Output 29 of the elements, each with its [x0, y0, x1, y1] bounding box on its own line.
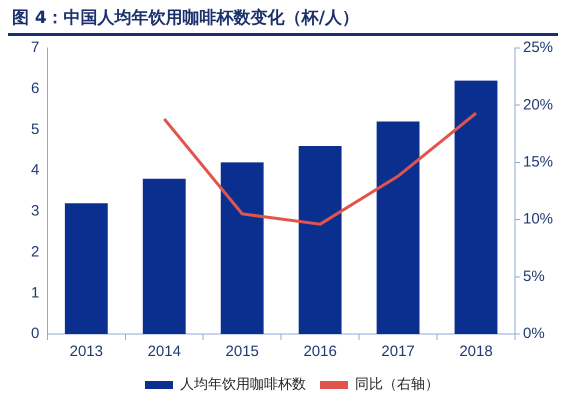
y-tick-label: 2 [31, 243, 40, 260]
y-tick-label: 5 [31, 120, 40, 138]
x-tick-label: 2017 [381, 343, 415, 360]
bar [142, 178, 186, 334]
y2-tick-label: 15% [522, 154, 554, 171]
y-tick-label: 6 [31, 80, 40, 97]
y2-tick-label: 5% [522, 268, 545, 285]
bar [454, 80, 498, 334]
y2-tick-label: 10% [522, 210, 554, 228]
x-tick-label: 2016 [303, 343, 337, 360]
chart-title: 图 4：中国人均年饮用咖啡杯数变化（杯/人） [8, 6, 558, 36]
legend-label: 人均年饮用咖啡杯数 [180, 376, 306, 393]
bar [298, 146, 342, 334]
legend-label: 同比（右轴） [355, 376, 439, 393]
bar [376, 122, 420, 334]
x-tick-label: 2014 [148, 343, 181, 360]
x-tick-label: 2013 [70, 343, 103, 360]
bar [220, 162, 264, 334]
x-tick-label: 2015 [226, 343, 259, 360]
y-tick-label: 4 [31, 162, 40, 179]
bar [64, 203, 108, 334]
y2-tick-label: 20% [522, 96, 554, 114]
y-tick-label: 0 [31, 325, 40, 342]
y2-tick-label: 0% [522, 325, 545, 342]
y2-tick-label: 25% [522, 39, 554, 56]
x-tick-label: 2018 [459, 343, 493, 360]
y-tick-label: 7 [31, 39, 40, 56]
y-tick-label: 1 [31, 284, 40, 302]
y-tick-label: 3 [31, 202, 40, 220]
